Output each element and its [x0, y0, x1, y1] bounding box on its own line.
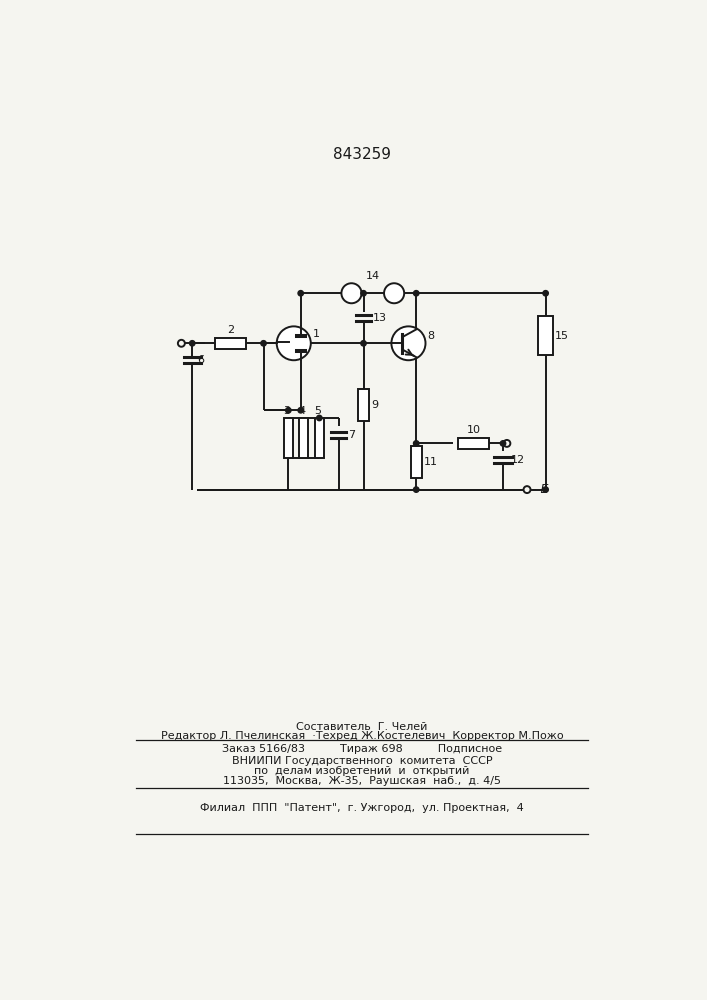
- Text: 1: 1: [312, 329, 320, 339]
- Text: Составитель  Г. Челей: Составитель Г. Челей: [296, 722, 428, 732]
- Circle shape: [392, 326, 426, 360]
- Text: 4: 4: [299, 406, 306, 416]
- Bar: [315, 418, 324, 458]
- Text: 3: 3: [284, 406, 291, 416]
- Text: по  делам изобретений  и  открытий: по делам изобретений и открытий: [255, 766, 469, 776]
- Text: 10: 10: [467, 425, 481, 435]
- Circle shape: [414, 441, 419, 446]
- Bar: [538, 316, 554, 355]
- Circle shape: [543, 487, 549, 492]
- Text: 9: 9: [371, 400, 378, 410]
- Circle shape: [361, 291, 366, 296]
- Circle shape: [298, 408, 303, 413]
- Text: - E: - E: [532, 483, 549, 496]
- Circle shape: [543, 291, 549, 296]
- Bar: [284, 418, 293, 458]
- Bar: [458, 438, 489, 449]
- Bar: [358, 389, 369, 421]
- Circle shape: [261, 341, 267, 346]
- Text: 13: 13: [373, 313, 387, 323]
- Text: 6: 6: [197, 355, 204, 365]
- Circle shape: [298, 291, 303, 296]
- Text: 113035,  Москва,  Ж-35,  Раушская  наб.,  д. 4/5: 113035, Москва, Ж-35, Раушская наб., д. …: [223, 776, 501, 786]
- Circle shape: [189, 341, 195, 346]
- Bar: [299, 418, 308, 458]
- Circle shape: [341, 283, 361, 303]
- Circle shape: [384, 283, 404, 303]
- Circle shape: [178, 340, 185, 347]
- Circle shape: [361, 341, 366, 346]
- Text: 843259: 843259: [333, 147, 391, 162]
- Text: ВНИИПИ Государственного  комитета  СССР: ВНИИПИ Государственного комитета СССР: [232, 756, 492, 766]
- Text: Редактор Л. Пчелинская  ·Техред Ж.Костелевич  Корректор М.Пожо: Редактор Л. Пчелинская ·Техред Ж.Костеле…: [160, 731, 563, 741]
- Bar: [411, 446, 421, 478]
- Circle shape: [286, 408, 291, 413]
- Text: 8: 8: [427, 331, 434, 341]
- Text: 14: 14: [366, 271, 380, 281]
- Text: Филиал  ППП  "Патент",  г. Ужгород,  ул. Проектная,  4: Филиал ППП "Патент", г. Ужгород, ул. Про…: [200, 803, 524, 813]
- Circle shape: [414, 291, 419, 296]
- Text: Заказ 5166/83          Тираж 698          Подписное: Заказ 5166/83 Тираж 698 Подписное: [222, 744, 502, 754]
- Bar: [215, 338, 246, 349]
- Text: 12: 12: [510, 455, 525, 465]
- Circle shape: [501, 441, 506, 446]
- Circle shape: [414, 487, 419, 492]
- Text: 7: 7: [348, 430, 355, 440]
- Text: 5: 5: [315, 406, 321, 416]
- Circle shape: [524, 486, 530, 493]
- Circle shape: [276, 326, 311, 360]
- Text: 15: 15: [555, 331, 569, 341]
- Text: 11: 11: [424, 457, 438, 467]
- Circle shape: [503, 440, 510, 447]
- Text: 2: 2: [227, 325, 234, 335]
- Circle shape: [317, 415, 322, 421]
